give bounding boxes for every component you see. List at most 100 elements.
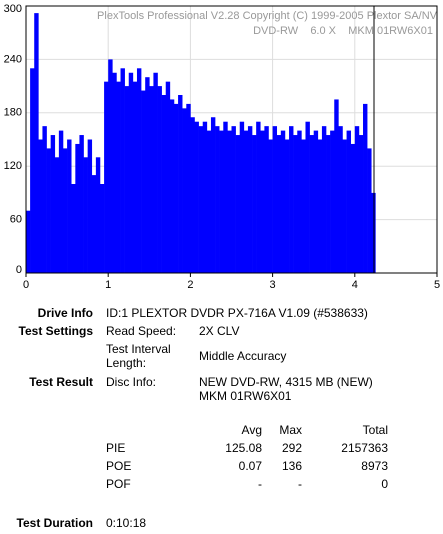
y-tick-label: 60 — [10, 214, 22, 226]
bar — [346, 130, 351, 273]
bar — [358, 135, 364, 273]
value: NEW DVD-RW, 4315 MB (NEW) — [199, 375, 373, 389]
cell: - — [298, 477, 302, 491]
bar — [30, 68, 35, 273]
bar — [178, 95, 183, 273]
bar — [50, 135, 56, 273]
bar — [305, 121, 310, 273]
x-tick-label: 5 — [434, 279, 440, 291]
bar — [190, 117, 195, 273]
bar — [256, 121, 261, 273]
bar — [264, 126, 269, 274]
label: Test Settings — [18, 324, 93, 338]
bar — [342, 139, 347, 273]
value: 2X CLV — [199, 324, 240, 338]
bar — [169, 99, 175, 273]
bar — [247, 126, 253, 274]
row-label: PIE — [106, 441, 126, 455]
bar — [289, 126, 294, 274]
bar — [42, 126, 47, 274]
bar — [252, 135, 257, 273]
bar — [284, 139, 290, 273]
bar — [165, 81, 171, 274]
bar — [260, 130, 265, 273]
y-tick-label: 180 — [4, 107, 22, 119]
bar — [276, 135, 282, 273]
bar — [215, 126, 220, 274]
bar — [297, 130, 302, 273]
plot-border — [25, 5, 438, 274]
row-label: POF — [106, 477, 131, 491]
bar — [145, 77, 150, 273]
bar — [321, 126, 327, 274]
chart-subtitle: DVD-RW 6.0 X MKM 01RW6X01 — [253, 25, 433, 37]
bar — [243, 130, 249, 273]
bar — [124, 86, 130, 273]
bar — [173, 103, 179, 274]
bar — [95, 157, 101, 273]
cell: 0.07 — [238, 459, 262, 473]
bar — [334, 99, 339, 273]
bar — [330, 130, 335, 273]
column-header: Avg — [241, 423, 262, 437]
bar — [231, 126, 236, 274]
bar — [272, 126, 278, 274]
value: Middle Accuracy — [199, 349, 287, 363]
x-tick-label: 0 — [23, 279, 29, 291]
bar — [91, 175, 97, 273]
bar — [87, 139, 93, 273]
bar — [367, 148, 372, 273]
bar — [268, 139, 273, 273]
bar — [354, 126, 360, 274]
chart: PlexTools Professional V2.28 Copyright (… — [4, 3, 440, 291]
bar — [79, 135, 84, 273]
column-header: Total — [362, 423, 388, 437]
bar — [194, 121, 199, 273]
bar — [239, 121, 245, 273]
bar — [301, 139, 306, 273]
bar — [206, 130, 212, 273]
bar — [153, 72, 158, 273]
cell: 292 — [281, 441, 302, 455]
x-tick-label: 3 — [270, 279, 276, 291]
bar — [161, 95, 167, 273]
y-tick-label: 0 — [16, 264, 22, 276]
bar — [309, 135, 314, 273]
label: Test Interval Length: — [106, 342, 171, 370]
label: Read Speed: — [106, 324, 177, 338]
bar — [83, 157, 88, 273]
row-label: POE — [106, 459, 132, 473]
bar — [326, 135, 331, 273]
cell: 0 — [381, 477, 388, 491]
bar — [293, 135, 298, 273]
bar — [313, 130, 319, 273]
cell: 8973 — [361, 459, 388, 473]
x-tick-label: 4 — [352, 279, 358, 291]
y-tick-label: 240 — [4, 53, 22, 65]
bar — [210, 117, 216, 273]
x-tick-label: 2 — [187, 279, 193, 291]
bar — [149, 86, 154, 273]
bar — [132, 81, 138, 274]
y-tick-label: 120 — [4, 160, 22, 172]
bar — [34, 13, 39, 274]
bar — [363, 103, 368, 274]
bar — [280, 130, 286, 273]
column-header: Max — [279, 423, 302, 437]
bar — [371, 192, 376, 273]
bar — [338, 126, 343, 274]
cell: 136 — [281, 459, 302, 473]
bar — [141, 90, 146, 273]
label: Test Duration — [16, 516, 93, 530]
cell: - — [258, 477, 262, 491]
bar — [202, 121, 208, 273]
x-tick-label: 1 — [105, 279, 111, 291]
cell: 2157363 — [341, 441, 388, 455]
bar — [219, 130, 224, 273]
bar — [128, 72, 134, 273]
bar — [186, 103, 191, 274]
label: Drive Info — [37, 306, 93, 320]
bar — [116, 81, 121, 274]
bar — [198, 126, 204, 274]
